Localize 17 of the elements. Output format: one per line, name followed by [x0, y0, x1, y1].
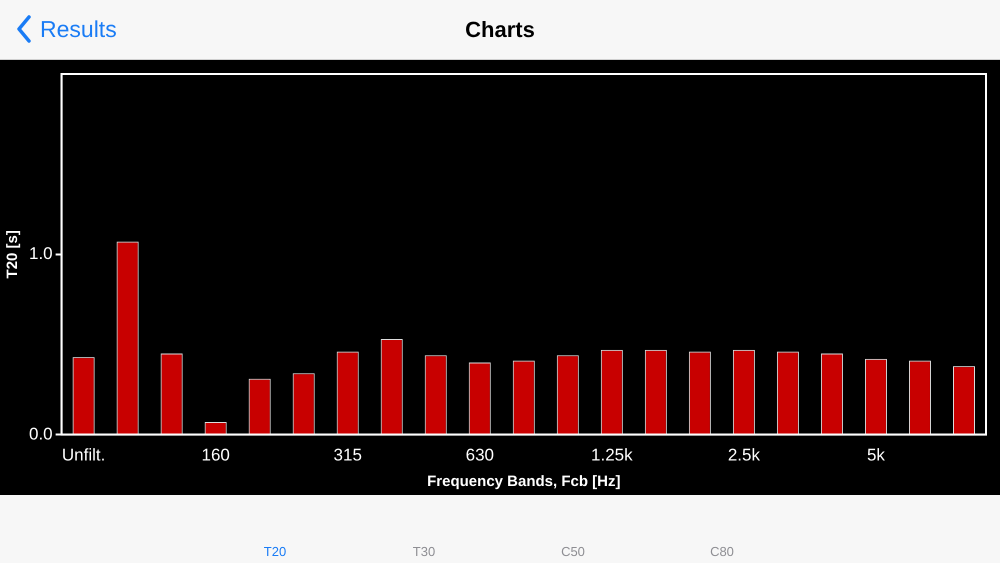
y-tick-label: 1.0 — [28, 244, 53, 263]
x-tick-label: 315 — [334, 445, 362, 464]
text: Results — [40, 16, 117, 42]
x-axis-title: Frequency Bands, Fcb [Hz] — [427, 473, 620, 490]
x-tick-label: 2.5k — [728, 445, 760, 464]
text: C50 — [560, 544, 586, 559]
x-tick-label: Unfilt. — [62, 445, 106, 464]
x-tick-label: 630 — [466, 445, 494, 464]
y-tick-label: 0.0 — [28, 424, 53, 444]
text: T30 — [412, 544, 436, 559]
chart-title: Charts — [465, 17, 535, 42]
x-tick-label: 5k — [866, 445, 886, 464]
text: T20 — [262, 544, 288, 559]
x-tick-label: 1.25k — [591, 445, 634, 464]
text: C80 — [709, 544, 735, 559]
y-axis-title: T20 [s] — [4, 230, 22, 278]
x-tick-label: 160 — [202, 445, 230, 464]
